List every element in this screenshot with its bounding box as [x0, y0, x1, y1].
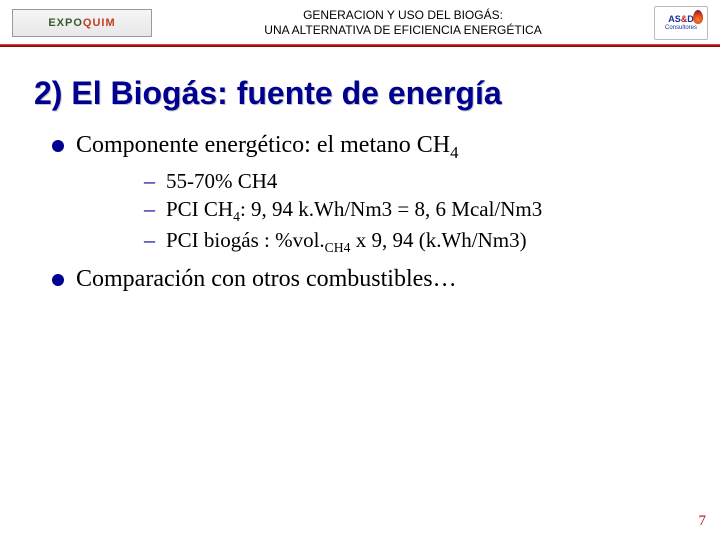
dash-icon: –: [144, 227, 160, 253]
bullet-comparacion-text: Comparación con otros combustibles…: [76, 264, 457, 294]
header-title: GENERACION Y USO DEL BIOGÁS: UNA ALTERNA…: [152, 8, 654, 38]
sub-bullet-list: – 55-70% CH4 – PCI CH4: 9, 94 k.Wh/Nm3 =…: [144, 168, 690, 256]
asd-logo-line1: AS&D: [668, 15, 694, 24]
flame-icon: [693, 10, 703, 24]
dash-icon: –: [144, 168, 160, 194]
logo-left-b: QUIM: [83, 17, 116, 29]
sub-bullet-3: – PCI biogás : %vol.CH4 x 9, 94 (k.Wh/Nm…: [144, 227, 690, 256]
asd-logo-line2: Consultores: [665, 25, 697, 31]
bullet-comparacion: Comparación con otros combustibles…: [52, 264, 690, 294]
dash-icon: –: [144, 196, 160, 222]
page-number: 7: [699, 513, 707, 530]
bullet-disc-icon: [52, 274, 64, 286]
bullet-disc-icon: [52, 140, 64, 152]
header-title-line1: GENERACION Y USO DEL BIOGÁS:: [303, 8, 503, 22]
header-title-line2: UNA ALTERNATIVA DE EFICIENCIA ENERGÉTICA: [264, 23, 541, 37]
sub-bullet-3-text: PCI biogás : %vol.CH4 x 9, 94 (k.Wh/Nm3): [166, 228, 527, 256]
section-title: 2) El Biogás: fuente de energía: [34, 75, 720, 112]
sub-bullet-2: – PCI CH4: 9, 94 k.Wh/Nm3 = 8, 6 Mcal/Nm…: [144, 196, 690, 225]
bullet-list: Componente energético: el metano CH4 – 5…: [52, 130, 690, 294]
slide-header: EXPOQUIM GENERACION Y USO DEL BIOGÁS: UN…: [0, 0, 720, 44]
bullet-componente-text: Componente energético: el metano CH4: [76, 130, 459, 164]
sub-bullet-1: – 55-70% CH4: [144, 168, 690, 194]
expoquim-logo: EXPOQUIM: [12, 9, 152, 37]
bullet-componente: Componente energético: el metano CH4: [52, 130, 690, 164]
sub-bullet-1-text: 55-70% CH4: [166, 169, 277, 194]
sub-bullet-2-text: PCI CH4: 9, 94 k.Wh/Nm3 = 8, 6 Mcal/Nm3: [166, 197, 542, 225]
asd-logo: AS&D Consultores: [654, 6, 708, 40]
header-rule: [0, 44, 720, 47]
logo-left-a: EXPO: [48, 17, 83, 29]
